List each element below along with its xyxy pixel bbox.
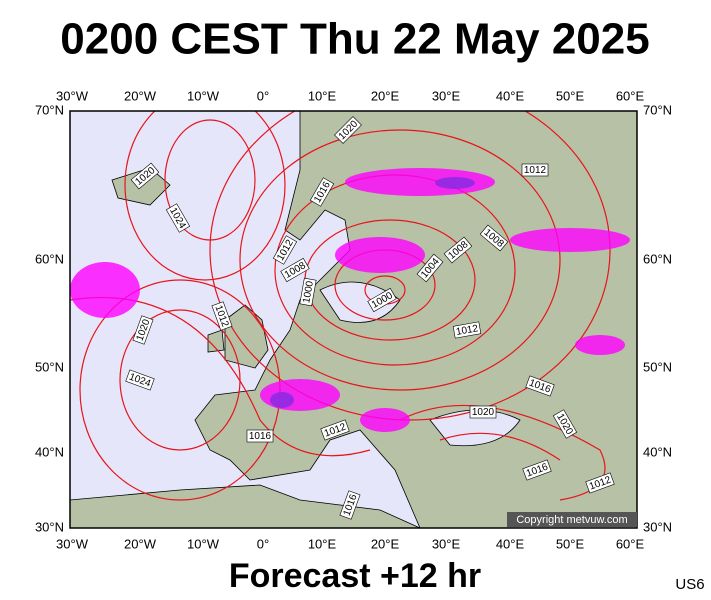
lon-label-bottom: 10°E — [308, 536, 337, 551]
isobar-label-box — [280, 257, 310, 283]
land — [70, 484, 421, 528]
lat-label-left: 70°N — [35, 102, 64, 117]
isobar-label-box — [416, 253, 444, 283]
title: 0200 CEST Thu 22 May 2025 — [60, 15, 649, 64]
land — [194, 111, 637, 528]
lat-label-left: 60°N — [35, 251, 64, 266]
lat-label-right: 60°N — [643, 251, 672, 266]
isobar-label: 1012 — [521, 163, 549, 177]
isobar-label-box — [585, 472, 615, 494]
lon-label-top: 40°E — [496, 88, 525, 103]
isobar-label-box — [299, 277, 317, 307]
isobar-label: 1012 — [452, 321, 482, 339]
lon-label-bottom: 20°E — [371, 536, 400, 551]
isobar-label-text: 1000 — [301, 280, 316, 304]
lon-label-top: 30°E — [432, 88, 461, 103]
copyright: Copyright metvuw.com — [516, 514, 627, 526]
isobar-label-box — [522, 459, 552, 481]
isobar-label-box — [469, 405, 497, 419]
copyright-box — [507, 512, 637, 527]
isobar-label-text: 1020 — [472, 407, 495, 418]
isobar-label-text: 1016 — [249, 431, 272, 442]
lat-label-right: 30°N — [643, 519, 672, 534]
lon-label-top: 60°E — [616, 88, 645, 103]
isobar-label-box — [521, 163, 549, 177]
lon-label-bottom: 40°E — [496, 536, 525, 551]
isobar-label-box — [443, 236, 473, 264]
isobar-label-box — [525, 375, 555, 397]
lon-label-top: 10°E — [308, 88, 337, 103]
isobar-label-box — [246, 429, 274, 443]
isobar-label-box — [272, 235, 298, 265]
lat-label-right: 50°N — [643, 359, 672, 374]
isobar-label-text: 1012 — [524, 165, 547, 176]
isobar-label-box — [452, 321, 482, 339]
lat-label-left: 50°N — [35, 359, 64, 374]
isobar-label-box — [211, 301, 233, 331]
lat-label-left: 30°N — [35, 519, 64, 534]
lat-label-left: 40°N — [35, 444, 64, 459]
lon-label-bottom: 50°E — [556, 536, 585, 551]
isobar-label-box — [339, 490, 361, 520]
isobar-label-box — [132, 315, 154, 345]
isobar-label-box — [367, 287, 397, 313]
isobar-label-box — [125, 369, 155, 391]
isobar-label: 1000 — [299, 277, 317, 307]
lon-label-bottom: 60°E — [616, 536, 645, 551]
lon-label-top: 20°W — [124, 88, 157, 103]
isobar-label: 1016 — [246, 429, 274, 443]
lon-label-top: 10°W — [187, 88, 220, 103]
lon-label-bottom: 30°W — [56, 536, 89, 551]
lon-label-top: 20°E — [371, 88, 400, 103]
frame — [69, 110, 638, 529]
isobar-label-box — [130, 162, 160, 190]
forecast: Forecast +12 hr — [229, 557, 481, 595]
lat-label-right: 70°N — [643, 102, 672, 117]
lon-label-top: 30°W — [56, 88, 89, 103]
lat-label-right: 40°N — [643, 444, 672, 459]
precipitation — [70, 168, 630, 432]
isobar-label: 1020 — [469, 405, 497, 419]
lon-label-bottom: 30°E — [432, 536, 461, 551]
isobar-label-box — [309, 177, 335, 207]
isobar-label-box — [479, 224, 509, 252]
lon-label-bottom: 0° — [257, 536, 269, 551]
lon-label-bottom: 20°W — [124, 536, 157, 551]
isobar-label-box — [165, 203, 191, 233]
isobar-label-box — [320, 419, 350, 441]
lon-label-bottom: 10°W — [187, 536, 220, 551]
isobar-label-box — [552, 409, 578, 439]
isobar-label-box — [334, 116, 362, 144]
model-code: US6 — [675, 576, 704, 593]
isobar-label-text: 1012 — [455, 323, 479, 338]
lon-label-top: 50°E — [556, 88, 585, 103]
land — [207, 329, 225, 353]
lon-label-top: 0° — [257, 88, 269, 103]
